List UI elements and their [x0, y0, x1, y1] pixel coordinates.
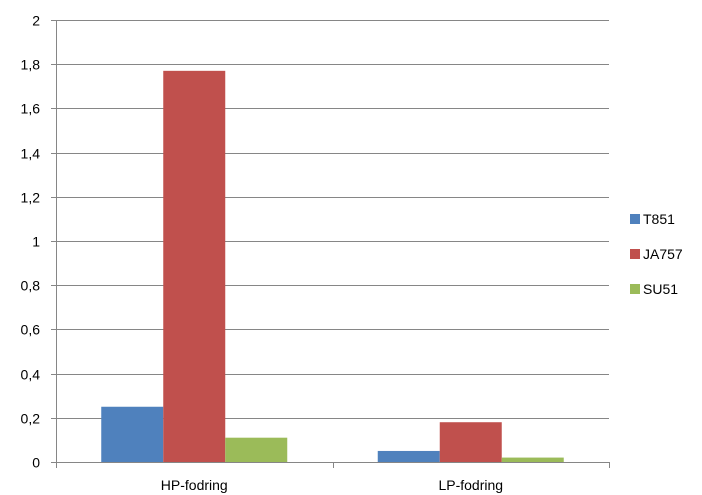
x-axis-category-labels: HP-fodring LP-fodring	[161, 477, 503, 493]
bar-ja757-hp-fodring	[163, 71, 225, 462]
y-tick-label: 2	[32, 13, 40, 29]
x-category-label: LP-fodring	[438, 477, 503, 493]
y-tick-label: 1,4	[21, 146, 41, 162]
axes	[51, 20, 610, 468]
legend-swatch-ja757	[630, 249, 640, 259]
legend-swatch-t851	[630, 214, 640, 224]
bar-su51-hp-fodring	[225, 438, 287, 462]
y-tick-label: 0,8	[21, 278, 41, 294]
bar-t851-hp-fodring	[101, 407, 163, 462]
gridlines	[56, 21, 609, 419]
bar-t851-lp-fodring	[378, 451, 440, 462]
legend-label-su51: SU51	[643, 281, 678, 297]
y-tick-label: 0	[32, 455, 40, 471]
legend-label-ja757: JA757	[643, 246, 683, 262]
y-tick-label: 1	[32, 234, 40, 250]
y-tick-label: 0,6	[21, 322, 41, 338]
legend-swatch-su51	[630, 284, 640, 294]
bar-ja757-lp-fodring	[440, 422, 502, 462]
y-tick-label: 1,6	[21, 101, 41, 117]
x-category-label: HP-fodring	[161, 477, 228, 493]
y-tick-label: 0,4	[21, 367, 41, 383]
y-axis-tick-labels: 0 0,2 0,4 0,6 0,8 1 1,2 1,4 1,6 1,8 2	[21, 13, 41, 471]
y-tick-label: 1,2	[21, 190, 41, 206]
legend-label-t851: T851	[643, 211, 675, 227]
y-tick-label: 0,2	[21, 411, 41, 427]
y-tick-label: 1,8	[21, 57, 41, 73]
legend: T851 JA757 SU51	[630, 211, 683, 297]
bar-su51-lp-fodring	[502, 458, 564, 462]
bars	[101, 71, 564, 462]
